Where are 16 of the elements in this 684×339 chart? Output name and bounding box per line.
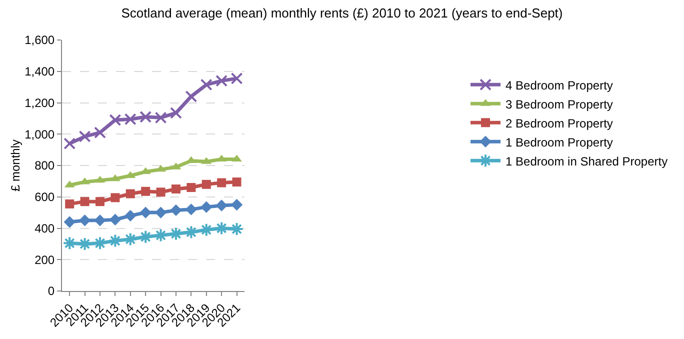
y-tick-label: 0: [48, 284, 55, 298]
y-tick-label: 200: [34, 252, 55, 267]
legend-label: 2 Bedroom Property: [506, 116, 613, 130]
legend-label: 1 Bedroom in Shared Property: [506, 154, 668, 168]
y-tick-label: 1,000: [24, 127, 55, 142]
y-tick-label: 1,200: [24, 96, 55, 110]
y-axis-title: £ monthly: [8, 139, 23, 192]
legend-label: 3 Bedroom Property: [506, 97, 613, 112]
legend-label: 4 Bedroom Property: [506, 78, 613, 92]
y-tick-label: 1,600: [24, 33, 55, 48]
legend-label: 1 Bedroom Property: [506, 135, 613, 150]
y-tick-label: 400: [34, 221, 55, 236]
text: Scotland average (mean) monthly rents (£) 2010 to 2021 (years to end-Sept): [121, 6, 563, 21]
y-tick-label: 1,400: [24, 64, 55, 79]
y-tick-label: 800: [34, 158, 55, 173]
y-tick-label: 600: [34, 190, 55, 204]
